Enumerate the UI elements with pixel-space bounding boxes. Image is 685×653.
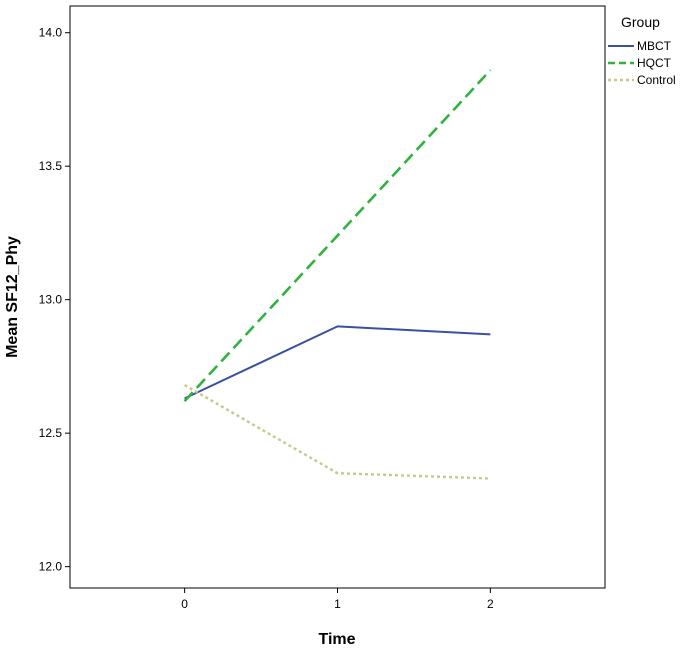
x-axis-title: Time [318, 631, 355, 648]
series-line-mbct [184, 325, 491, 400]
y-tick-label: 12.5 [39, 426, 63, 440]
legend: Group MBCT HQCT Control [608, 14, 676, 87]
legend-title: Group [621, 14, 660, 30]
series-line-control [184, 384, 491, 480]
legend-label-mbct: MBCT [637, 39, 672, 53]
series-lines [183, 69, 492, 480]
y-axis-title: Mean SF12_Phy [4, 236, 21, 358]
x-axis: 0 1 2 [181, 588, 494, 611]
legend-items: MBCT HQCT Control [608, 39, 676, 87]
y-tick-label: 14.0 [39, 26, 63, 40]
x-tick-label: 0 [181, 597, 188, 611]
x-tick-label: 1 [334, 597, 341, 611]
legend-label-control: Control [637, 73, 676, 87]
y-tick-label: 13.5 [39, 159, 63, 173]
y-tick-label: 12.0 [39, 560, 63, 574]
y-axis: 12.0 12.5 13.0 13.5 14.0 [39, 26, 70, 574]
y-tick-label: 13.0 [39, 293, 63, 307]
x-tick-label: 2 [487, 597, 494, 611]
legend-label-hqct: HQCT [637, 56, 672, 70]
series-line-hqct [183, 69, 492, 402]
